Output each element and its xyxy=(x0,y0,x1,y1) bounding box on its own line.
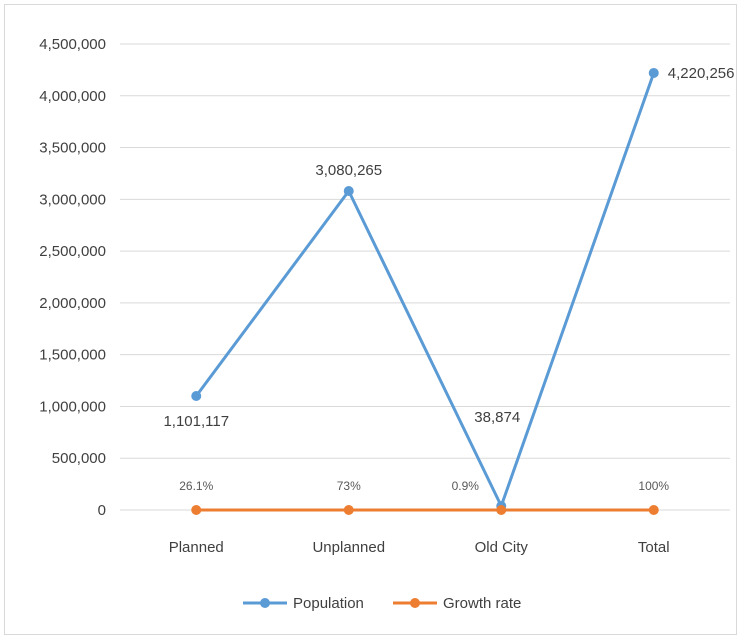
data-label-population: 38,874 xyxy=(474,409,520,426)
legend-label: Population xyxy=(293,595,364,612)
legend-label: Growth rate xyxy=(443,595,521,612)
x-tick-label: Total xyxy=(638,539,670,556)
data-label-population: 1,101,117 xyxy=(163,413,229,430)
y-tick-label: 2,500,000 xyxy=(39,243,106,260)
data-labels: 1,101,117 3,080,265 38,874 4,220,256 26.1% 73… xyxy=(163,65,734,493)
x-axis-tick-labels: Planned Unplanned Old City Total xyxy=(169,539,670,556)
data-label-population: 3,080,265 xyxy=(315,162,382,179)
legend-swatch-marker xyxy=(410,598,420,608)
legend: Population Growth rate xyxy=(243,595,521,612)
y-tick-label: 1,000,000 xyxy=(39,398,106,415)
legend-swatch-marker xyxy=(260,598,270,608)
data-point xyxy=(648,504,659,515)
data-label-growth-rate: 26.1% xyxy=(179,479,213,493)
x-tick-label: Planned xyxy=(169,539,224,556)
data-label-growth-rate: 100% xyxy=(638,479,669,493)
y-tick-label: 4,500,000 xyxy=(39,36,106,53)
series-layer xyxy=(191,67,659,515)
y-tick-label: 2,000,000 xyxy=(39,295,106,312)
data-point xyxy=(343,504,354,515)
y-tick-label: 4,000,000 xyxy=(39,88,106,105)
data-point xyxy=(648,67,659,78)
y-tick-label: 0 xyxy=(98,502,106,519)
data-point xyxy=(191,504,202,515)
data-label-growth-rate: 0.9% xyxy=(452,479,480,493)
data-point xyxy=(191,390,202,401)
y-axis-tick-labels: 0 500,000 1,000,000 1,500,000 2,000,000 2,500… xyxy=(39,36,106,519)
y-tick-label: 3,000,000 xyxy=(39,191,106,208)
data-label-growth-rate: 73% xyxy=(337,479,361,493)
y-tick-label: 1,500,000 xyxy=(39,347,106,364)
series-line-population xyxy=(195,72,656,508)
chart-frame xyxy=(4,4,737,635)
y-tick-label: 3,500,000 xyxy=(39,140,106,157)
y-tick-label: 500,000 xyxy=(52,450,106,467)
data-point xyxy=(496,504,507,515)
data-point xyxy=(343,186,354,197)
data-label-population: 4,220,256 xyxy=(668,65,735,82)
x-tick-label: Unplanned xyxy=(312,539,385,556)
x-tick-label: Old City xyxy=(475,539,529,556)
